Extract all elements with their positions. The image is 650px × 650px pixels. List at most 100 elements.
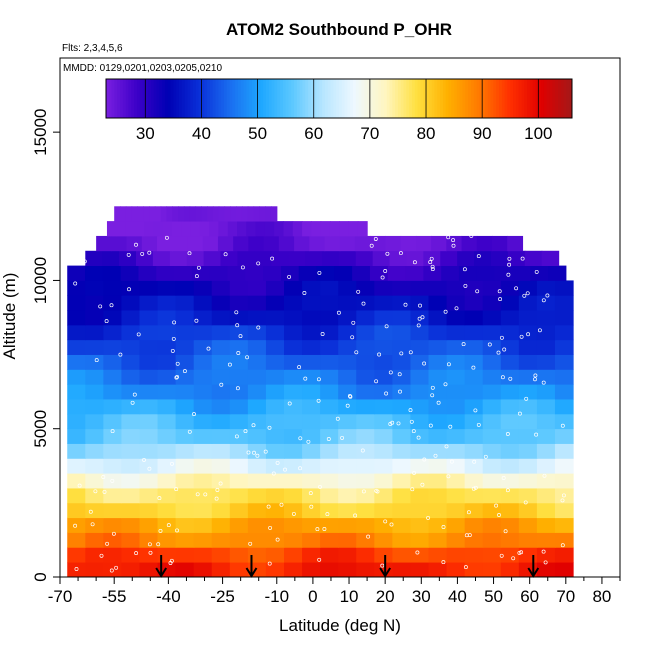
heatmap-cell [154,206,162,222]
heatmap-cell [218,206,226,222]
heatmap-cell [157,413,177,430]
sample-point [433,453,438,458]
heatmap-cell [356,443,375,459]
heatmap-cell [476,265,496,281]
heatmap-cell [320,502,339,519]
colorbar-segment [468,79,472,118]
sample-point [483,454,488,459]
heatmap-cell [492,235,508,252]
heatmap-cell [121,502,141,519]
sample-point [318,484,322,489]
sample-point [416,323,421,328]
colorbar-frame [105,78,573,119]
heatmap-cell [138,265,157,281]
heatmap-cell [193,384,213,400]
heatmap-cell [338,443,357,459]
heatmap-cell [248,235,265,252]
colorbar-tick-label: 30 [136,124,155,143]
heatmap-cell [374,384,393,400]
colorbar-segment [479,79,483,118]
heatmap-cell [356,384,375,400]
heatmap-cell [156,265,175,281]
heatmap-cell [482,295,502,311]
heatmap-cell [174,265,193,281]
heatmap-cell [320,354,339,370]
heatmap-cell [85,384,104,400]
heatmap-cell [500,517,520,533]
colorbar-segment [296,79,301,118]
x-axis: -70 -55 -40 -25 -10 0 10 20 30 40 50 60 70 80 [48,577,621,606]
colorbar-segment [193,79,197,118]
heatmap-cell [320,280,339,296]
heatmap-cell [320,488,339,504]
heatmap-cell [85,324,104,341]
heatmap-cell [67,443,86,459]
heatmap-cell [338,354,357,370]
colorbar-segment [187,79,191,118]
heatmap-cell [392,562,412,578]
sample-point [476,422,481,427]
sample-point [351,320,356,325]
heatmap-cell [172,206,179,222]
heatmap-cell [410,473,430,489]
colorbar-segment [350,79,354,118]
heatmap-cell [536,488,556,504]
heatmap-cell [338,517,357,533]
heatmap-cell [446,502,466,519]
heatmap-cell [374,413,393,430]
heatmap-cell [339,221,350,237]
heatmap-cell [229,562,249,578]
sample-point [156,542,161,547]
arrow-head [155,567,168,578]
heatmap-cell [103,443,123,459]
sample-point [194,318,199,323]
sample-point [132,392,137,397]
heatmap-cell [139,280,159,296]
heatmap-cell [320,384,339,400]
sample-point [508,376,513,381]
heatmap-cell [284,339,303,355]
sample-point [534,432,539,437]
heatmap-cell [67,310,86,326]
sample-point [420,482,425,487]
heatmap-cell [85,517,104,533]
colorbar-segment [204,79,208,118]
heatmap-cell [428,280,448,296]
heatmap-cell [103,413,123,430]
sample-point [340,435,345,440]
heatmap-cell [554,428,574,444]
sample-point [98,304,103,309]
heatmap-cell [263,265,282,281]
y-tick-label: 0 [31,572,50,581]
heatmap-cell [554,369,574,385]
heatmap-cell [121,473,141,489]
sample-point [494,503,499,508]
colorbar-segment [223,79,228,118]
heatmap-cell [175,562,195,578]
colorbar-segment [148,79,152,118]
heatmap-cell [338,384,357,400]
sample-point [291,511,296,516]
plot-area [67,206,574,578]
colorbar-segment [159,79,163,118]
sample-point [471,486,476,491]
heatmap-cell [294,235,310,252]
heatmap-cell [284,399,303,415]
heatmap-cell [389,250,408,266]
heatmap-cell [464,384,484,400]
heatmap-cell [211,324,231,341]
colorbar-segment [178,79,183,118]
heatmap-cell [247,443,267,459]
heatmap-cell [265,458,285,474]
heatmap-cell [229,428,249,444]
sample-point [172,320,177,325]
sample-point [385,251,390,256]
x-tick-label: -70 [48,587,73,606]
flights-annotation: Flts: 2,3,4,5,6 [62,43,123,54]
heatmap-cell [193,517,213,533]
heatmap-cell [211,488,231,504]
sample-point [500,375,505,380]
colorbar-segment [274,79,278,118]
heatmap-cell [175,443,195,459]
sample-point [487,229,492,234]
